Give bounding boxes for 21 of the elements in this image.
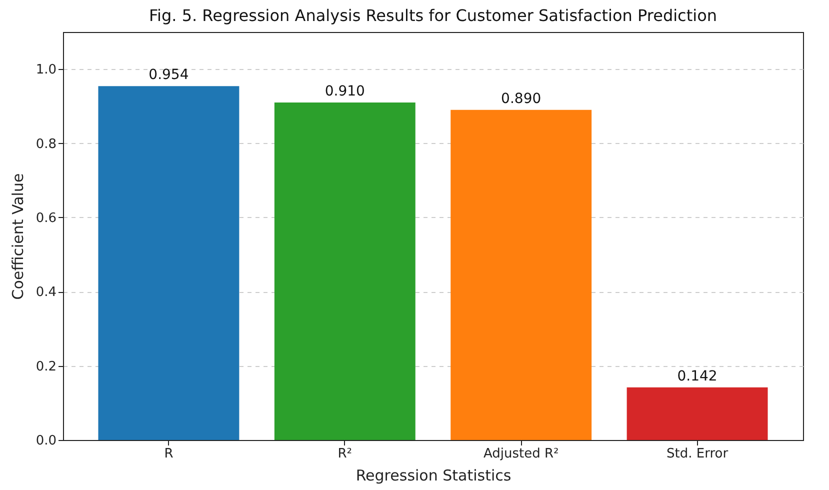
y-tick-label: 0.2 <box>36 359 56 374</box>
data-label: 0.142 <box>677 368 718 384</box>
data-label: 0.890 <box>501 90 542 107</box>
y-tick-label: 0.6 <box>36 210 56 226</box>
x-tick-label: Std. Error <box>666 446 729 462</box>
bar <box>98 86 240 440</box>
x-tick-label: Adjusted R² <box>483 446 559 462</box>
y-tick-label: 0.0 <box>36 434 56 448</box>
y-tick-label: 0.8 <box>36 136 56 152</box>
chart-title: Fig. 5. Regression Analysis Results for Customer Satisfaction Prediction <box>149 6 717 25</box>
data-label: 0.910 <box>324 83 365 100</box>
x-tick-label: R <box>164 446 174 462</box>
bar <box>626 387 768 440</box>
x-tick-label: R² <box>338 446 352 462</box>
bar <box>450 110 592 440</box>
y-axis-title: Coefficient Value <box>8 173 27 300</box>
bar <box>274 102 416 440</box>
data-label: 0.954 <box>148 67 189 84</box>
x-axis-title: Regression Statistics <box>356 466 512 484</box>
y-tick-label: 1.0 <box>36 62 56 78</box>
y-tick-label: 0.4 <box>36 285 56 300</box>
